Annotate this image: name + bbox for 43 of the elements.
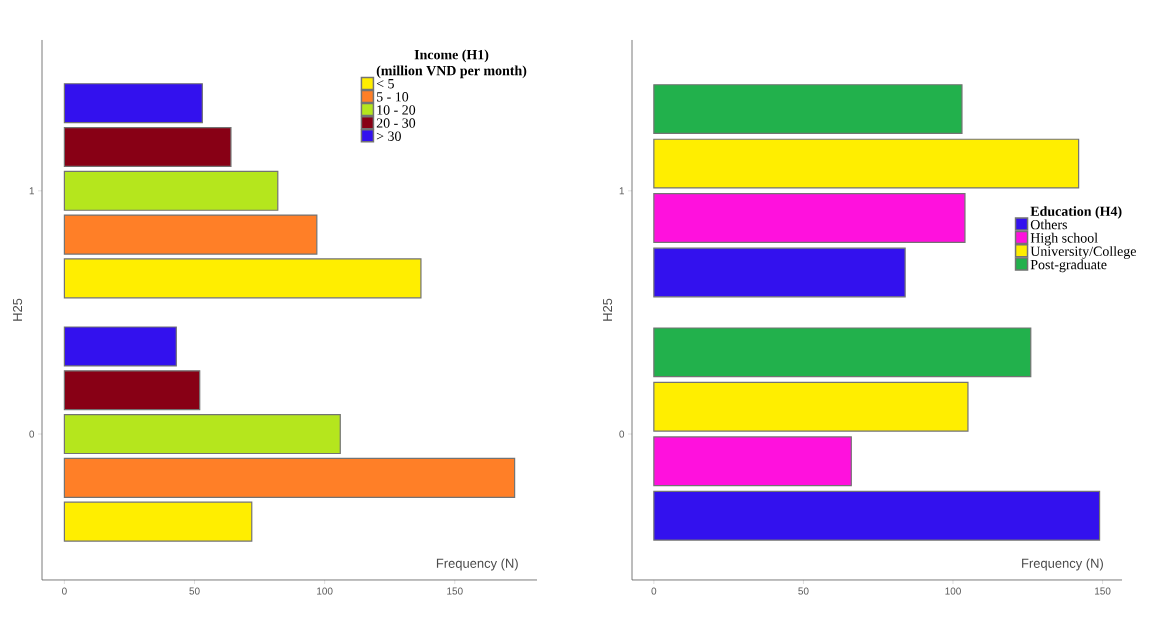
x-axis-title: Frequency (N) — [1022, 558, 1103, 571]
bar — [63, 413, 341, 455]
legend-label: University/College — [1030, 246, 1136, 259]
bar — [63, 83, 203, 124]
legend-label: 20 - 30 — [376, 118, 416, 128]
x-tick-label: 50 — [189, 587, 200, 595]
bar — [653, 490, 1101, 541]
y-tick-label: 1 — [619, 187, 625, 195]
x-axis-title: Frequency (N) — [436, 558, 518, 571]
legend-label: > 30 — [376, 131, 401, 141]
bar — [653, 327, 1032, 378]
bar — [63, 457, 516, 498]
legend-title: Income (H1) (million VND per month) — [376, 49, 527, 79]
legend-label: Post-graduate — [1030, 259, 1107, 273]
x-tick-label: 150 — [1095, 587, 1111, 595]
legend-label: High school — [1030, 232, 1098, 246]
x-tick-label: 0 — [651, 587, 657, 595]
y-tick-label: 1 — [29, 187, 35, 195]
bar — [653, 381, 969, 432]
bar — [653, 193, 966, 243]
bar — [63, 170, 279, 211]
legend-label: 5 - 10 — [376, 92, 409, 102]
bar — [653, 247, 906, 298]
bar — [63, 258, 422, 299]
legend-label: Others — [1030, 219, 1067, 230]
bar — [63, 501, 253, 542]
x-tick-label: 100 — [945, 587, 961, 595]
bar — [653, 138, 1080, 189]
x-tick-label: 150 — [447, 587, 463, 595]
y-axis-title: H25 — [12, 298, 23, 321]
y-axis-title: H25 — [602, 298, 613, 321]
x-tick-label: 100 — [317, 587, 333, 595]
legend-label: 10 - 20 — [377, 105, 416, 115]
bar — [653, 84, 963, 134]
bar — [63, 370, 201, 411]
x-tick-label: 0 — [62, 587, 67, 595]
bar — [63, 326, 177, 367]
legend-label: < 5 — [376, 79, 394, 89]
bar — [63, 126, 232, 168]
legend-title: Education (H4) — [1030, 206, 1122, 219]
bar — [653, 436, 852, 487]
x-tick-label: 50 — [798, 587, 809, 595]
bar — [63, 214, 318, 255]
